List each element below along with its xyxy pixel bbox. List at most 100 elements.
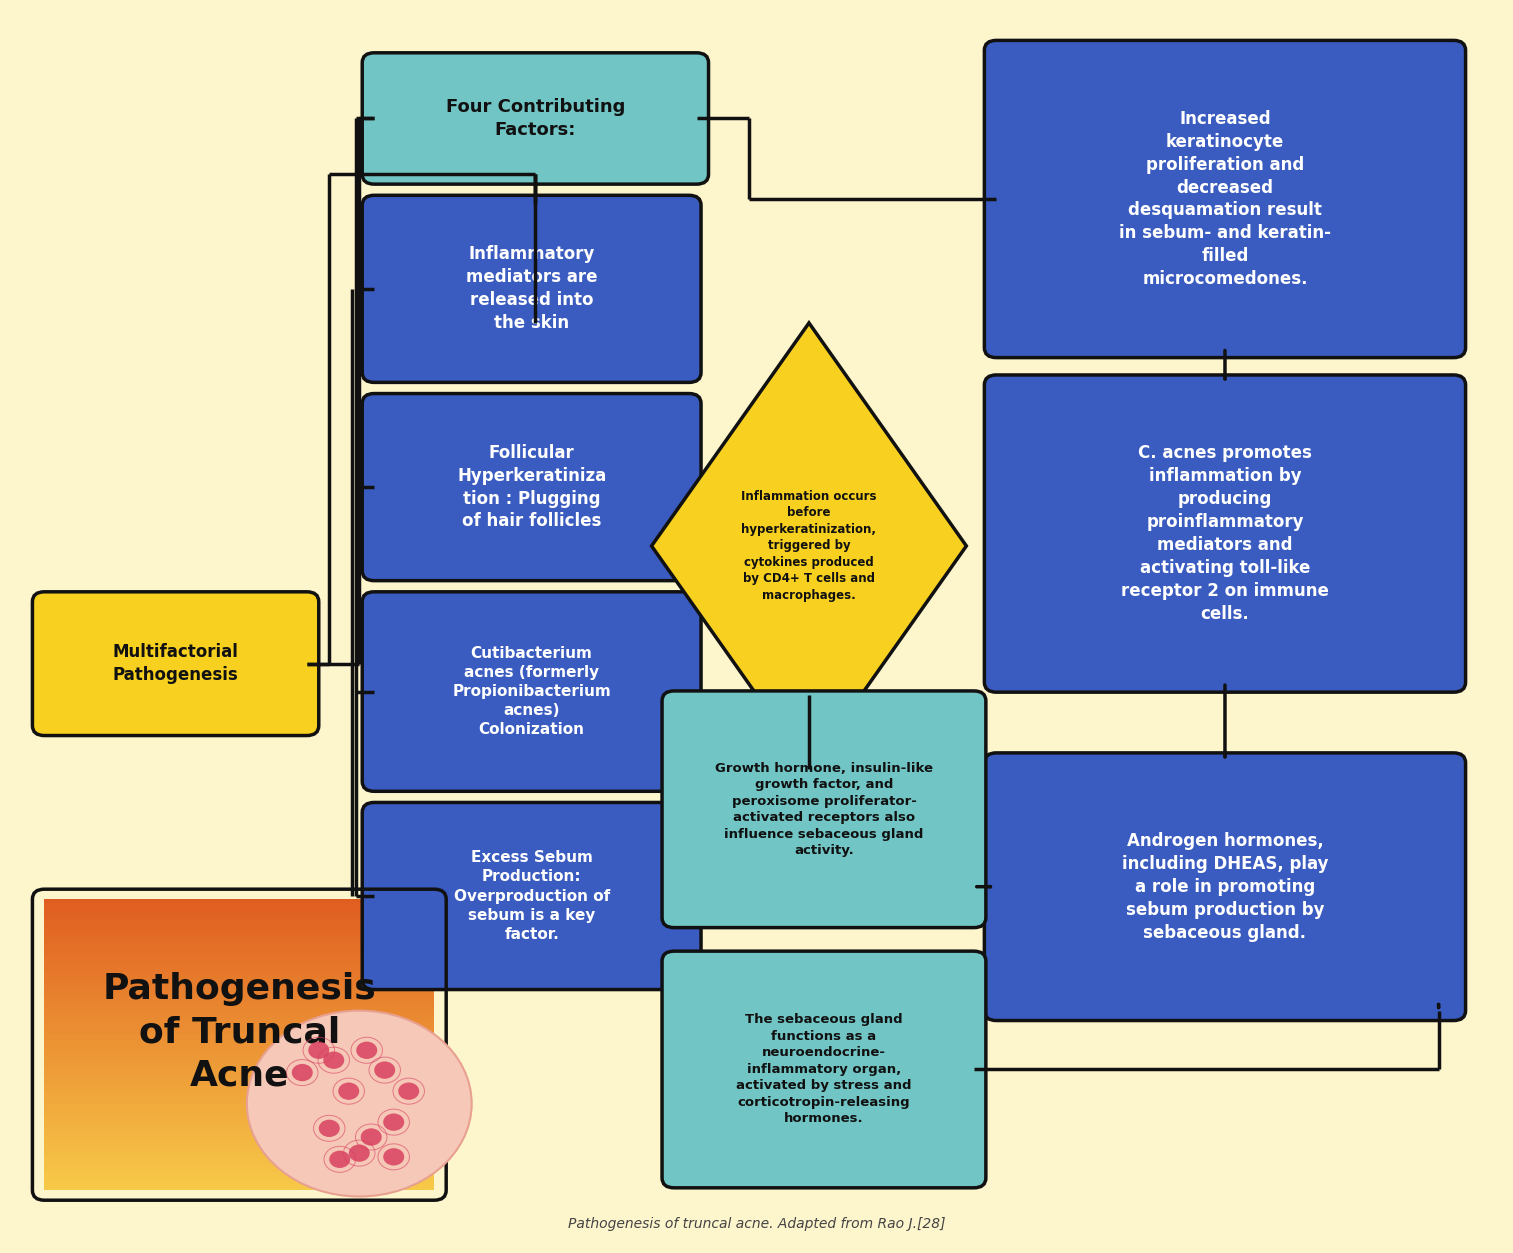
FancyBboxPatch shape: [44, 902, 434, 906]
FancyBboxPatch shape: [44, 1165, 434, 1169]
Text: Follicular
Hyperkeratiniza
tion : Plugging
of hair follicles: Follicular Hyperkeratiniza tion : Pluggi…: [457, 444, 607, 530]
FancyBboxPatch shape: [44, 1110, 434, 1114]
FancyBboxPatch shape: [44, 957, 434, 961]
FancyBboxPatch shape: [44, 1154, 434, 1158]
Circle shape: [360, 1129, 381, 1145]
FancyBboxPatch shape: [44, 1187, 434, 1190]
Text: Four Contributing
Factors:: Four Contributing Factors:: [446, 98, 625, 139]
FancyBboxPatch shape: [44, 1005, 434, 1009]
FancyBboxPatch shape: [44, 1053, 434, 1055]
FancyBboxPatch shape: [44, 1172, 434, 1175]
FancyBboxPatch shape: [44, 1089, 434, 1093]
Circle shape: [309, 1041, 330, 1059]
FancyBboxPatch shape: [985, 753, 1466, 1020]
FancyBboxPatch shape: [44, 913, 434, 917]
FancyBboxPatch shape: [44, 1175, 434, 1179]
FancyBboxPatch shape: [44, 1034, 434, 1037]
Text: Multifactorial
Pathogenesis: Multifactorial Pathogenesis: [112, 643, 239, 684]
FancyBboxPatch shape: [44, 1129, 434, 1131]
FancyBboxPatch shape: [44, 1162, 434, 1165]
FancyBboxPatch shape: [44, 1183, 434, 1187]
FancyBboxPatch shape: [44, 1121, 434, 1125]
FancyBboxPatch shape: [44, 982, 434, 986]
FancyBboxPatch shape: [44, 1022, 434, 1026]
FancyBboxPatch shape: [44, 976, 434, 979]
FancyBboxPatch shape: [44, 906, 434, 910]
FancyBboxPatch shape: [44, 942, 434, 946]
Circle shape: [383, 1114, 404, 1130]
Circle shape: [324, 1051, 345, 1069]
FancyBboxPatch shape: [44, 1041, 434, 1045]
FancyBboxPatch shape: [44, 1179, 434, 1183]
FancyBboxPatch shape: [44, 969, 434, 972]
FancyBboxPatch shape: [44, 936, 434, 940]
Text: C. acnes promotes
inflammation by
producing
proinflammatory
mediators and
activa: C. acnes promotes inflammation by produc…: [1121, 445, 1328, 623]
FancyBboxPatch shape: [44, 1001, 434, 1005]
FancyBboxPatch shape: [663, 951, 986, 1188]
Circle shape: [339, 1083, 359, 1100]
FancyBboxPatch shape: [44, 954, 434, 957]
Circle shape: [319, 1120, 340, 1136]
FancyBboxPatch shape: [44, 1143, 434, 1146]
FancyBboxPatch shape: [44, 1066, 434, 1070]
FancyBboxPatch shape: [44, 1158, 434, 1162]
FancyBboxPatch shape: [44, 1009, 434, 1012]
FancyBboxPatch shape: [44, 1135, 434, 1139]
FancyBboxPatch shape: [44, 1125, 434, 1129]
FancyBboxPatch shape: [44, 1099, 434, 1103]
FancyBboxPatch shape: [44, 1093, 434, 1095]
FancyBboxPatch shape: [663, 690, 986, 927]
FancyBboxPatch shape: [44, 994, 434, 997]
FancyBboxPatch shape: [44, 1030, 434, 1034]
Text: Inflammation occurs
before
hyperkeratinization,
triggered by
cytokines produced
: Inflammation occurs before hyperkeratini…: [741, 490, 876, 601]
Circle shape: [383, 1148, 404, 1165]
FancyBboxPatch shape: [44, 1139, 434, 1143]
FancyBboxPatch shape: [44, 1085, 434, 1089]
FancyBboxPatch shape: [44, 1169, 434, 1172]
FancyBboxPatch shape: [985, 40, 1466, 357]
FancyBboxPatch shape: [44, 1081, 434, 1085]
FancyBboxPatch shape: [362, 393, 701, 580]
Text: Pathogenesis
of Truncal
Acne: Pathogenesis of Truncal Acne: [103, 972, 377, 1093]
FancyBboxPatch shape: [44, 965, 434, 969]
Text: Cutibacterium
acnes (formerly
Propionibacterium
acnes)
Colonization: Cutibacterium acnes (formerly Propioniba…: [452, 645, 611, 738]
Text: Growth hormone, insulin-like
growth factor, and
peroxisome proliferator-
activat: Growth hormone, insulin-like growth fact…: [716, 762, 934, 857]
FancyBboxPatch shape: [44, 986, 434, 990]
FancyBboxPatch shape: [44, 1026, 434, 1030]
FancyBboxPatch shape: [44, 1063, 434, 1066]
FancyBboxPatch shape: [44, 1059, 434, 1063]
Text: Androgen hormones,
including DHEAS, play
a role in promoting
sebum production by: Androgen hormones, including DHEAS, play…: [1121, 832, 1328, 941]
Circle shape: [374, 1061, 395, 1079]
FancyBboxPatch shape: [44, 917, 434, 921]
FancyBboxPatch shape: [44, 1012, 434, 1016]
FancyBboxPatch shape: [44, 910, 434, 913]
FancyBboxPatch shape: [44, 1095, 434, 1099]
FancyBboxPatch shape: [44, 972, 434, 976]
Circle shape: [247, 1011, 472, 1197]
FancyBboxPatch shape: [985, 375, 1466, 692]
FancyBboxPatch shape: [44, 1019, 434, 1022]
FancyBboxPatch shape: [44, 979, 434, 982]
FancyBboxPatch shape: [44, 946, 434, 950]
Text: Excess Sebum
Production:
Overproduction of
sebum is a key
factor.: Excess Sebum Production: Overproduction …: [454, 850, 610, 942]
FancyBboxPatch shape: [44, 900, 434, 902]
Text: Pathogenesis of truncal acne. Adapted from Rao J.[28]: Pathogenesis of truncal acne. Adapted fr…: [567, 1217, 946, 1232]
FancyBboxPatch shape: [44, 1118, 434, 1121]
FancyBboxPatch shape: [44, 925, 434, 928]
FancyBboxPatch shape: [44, 1055, 434, 1059]
FancyBboxPatch shape: [44, 1045, 434, 1049]
Text: Inflammatory
mediators are
released into
the skin: Inflammatory mediators are released into…: [466, 246, 598, 332]
FancyBboxPatch shape: [44, 1016, 434, 1019]
FancyBboxPatch shape: [44, 1070, 434, 1074]
FancyBboxPatch shape: [44, 997, 434, 1001]
FancyBboxPatch shape: [44, 1131, 434, 1135]
FancyBboxPatch shape: [44, 1037, 434, 1041]
FancyBboxPatch shape: [44, 1078, 434, 1081]
FancyBboxPatch shape: [32, 591, 319, 736]
FancyBboxPatch shape: [44, 1114, 434, 1118]
Circle shape: [356, 1041, 377, 1059]
FancyBboxPatch shape: [44, 1103, 434, 1106]
FancyBboxPatch shape: [44, 950, 434, 954]
Circle shape: [398, 1083, 419, 1100]
FancyBboxPatch shape: [44, 921, 434, 925]
